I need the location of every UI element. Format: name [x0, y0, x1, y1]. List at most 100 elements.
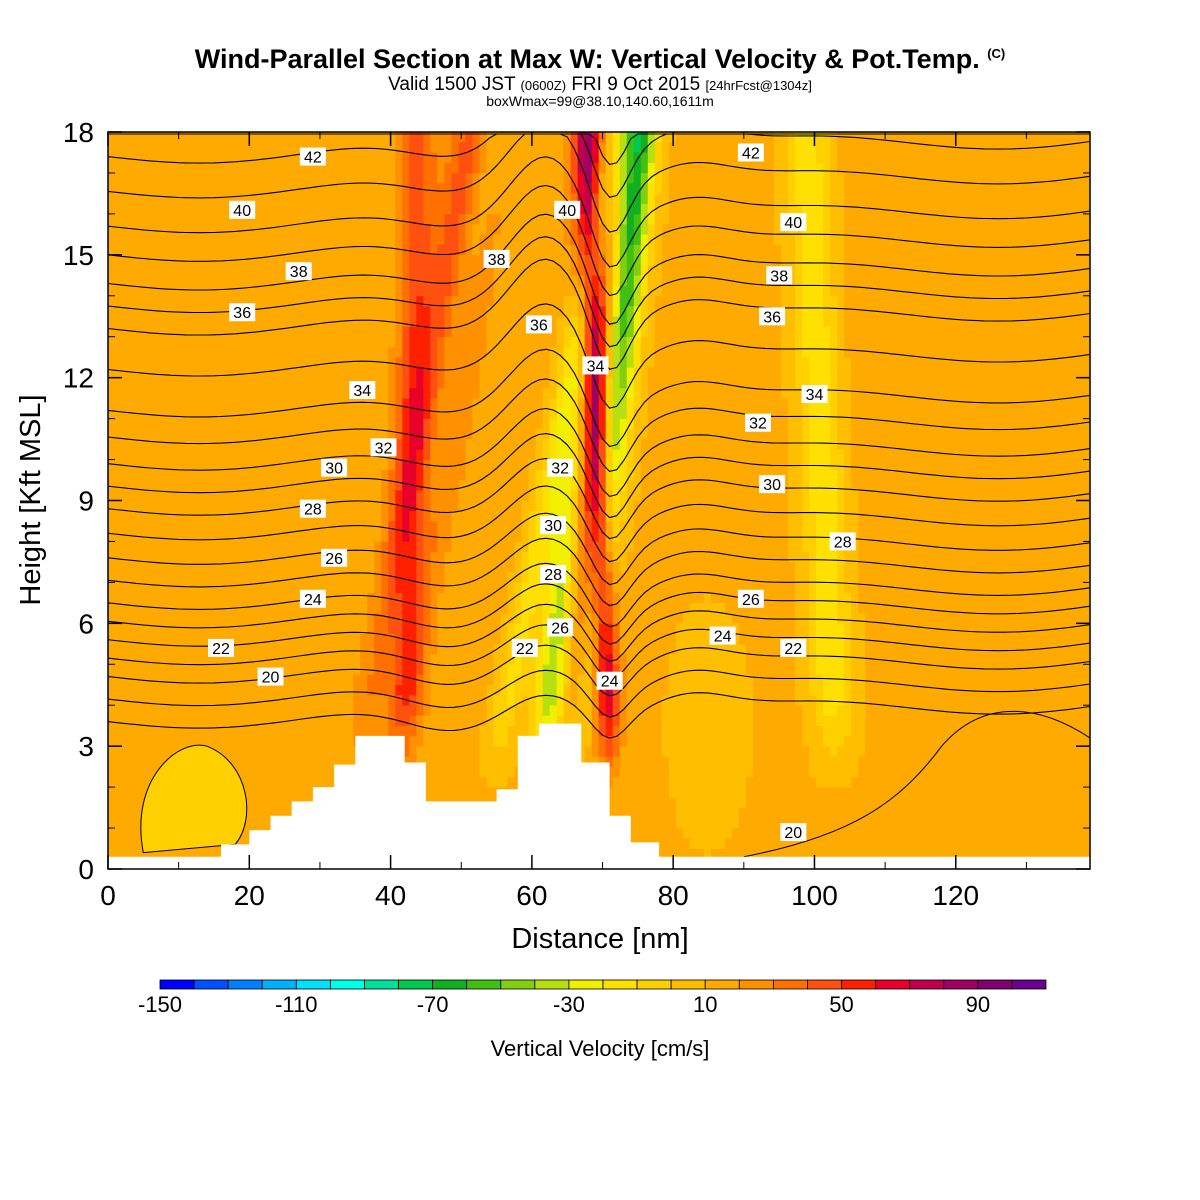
- velocity-cell: [283, 643, 291, 655]
- velocity-cell: [170, 663, 179, 675]
- velocity-cell: [360, 500, 368, 512]
- velocity-cell: [114, 141, 123, 153]
- velocity-cell: [528, 510, 537, 522]
- velocity-cell: [311, 479, 319, 491]
- velocity-cell: [184, 561, 193, 573]
- velocity-cell: [507, 643, 516, 655]
- velocity-cell: [465, 305, 474, 317]
- velocity-cell: [219, 459, 228, 471]
- velocity-cell: [444, 449, 452, 460]
- velocity-cell: [233, 295, 242, 307]
- velocity-cell: [163, 449, 172, 460]
- velocity-cell: [367, 582, 375, 593]
- velocity-cell: [395, 633, 403, 645]
- velocity-cell: [472, 408, 481, 419]
- velocity-cell: [269, 469, 277, 481]
- velocity-cell: [521, 428, 530, 440]
- velocity-cell: [135, 735, 144, 747]
- velocity-cell: [269, 500, 277, 512]
- velocity-cell: [542, 530, 551, 542]
- velocity-cell: [437, 551, 445, 563]
- velocity-cell: [198, 152, 207, 164]
- velocity-cell: [311, 704, 319, 716]
- velocity-cell: [177, 623, 186, 634]
- velocity-cell: [528, 489, 537, 501]
- velocity-cell: [444, 152, 452, 164]
- velocity-cell: [458, 152, 467, 164]
- velocity-cell: [191, 254, 200, 266]
- velocity-cell: [563, 326, 572, 338]
- velocity-cell: [219, 285, 228, 297]
- velocity-cell: [381, 643, 389, 655]
- velocity-cell: [507, 725, 516, 737]
- velocity-cell: [205, 848, 214, 860]
- velocity-cell: [528, 397, 537, 409]
- velocity-cell: [486, 510, 495, 522]
- velocity-cell: [563, 500, 572, 512]
- velocity-cell: [507, 285, 516, 297]
- velocity-cell: [360, 623, 368, 634]
- velocity-cell: [479, 776, 488, 788]
- velocity-cell: [191, 551, 200, 563]
- velocity-cell: [276, 469, 284, 481]
- velocity-cell: [255, 807, 263, 819]
- velocity-cell: [121, 571, 130, 583]
- velocity-cell: [142, 264, 151, 276]
- velocity-cell: [332, 418, 340, 430]
- velocity-cell: [142, 438, 151, 450]
- velocity-cell: [500, 653, 509, 665]
- velocity-cell: [374, 489, 382, 501]
- velocity-cell: [416, 254, 424, 266]
- velocity-cell: [219, 541, 228, 552]
- velocity-cell: [191, 305, 200, 317]
- velocity-cell: [290, 182, 298, 194]
- velocity-cell: [177, 489, 186, 501]
- velocity-cell: [479, 141, 488, 153]
- velocity-cell: [219, 592, 228, 604]
- velocity-cell: [521, 132, 530, 143]
- velocity-cell: [311, 602, 319, 614]
- velocity-cell: [269, 141, 277, 153]
- velocity-cell: [240, 234, 249, 245]
- velocity-cell: [458, 377, 467, 389]
- velocity-cell: [325, 172, 333, 184]
- velocity-cell: [479, 162, 488, 174]
- velocity-cell: [479, 510, 488, 522]
- velocity-cell: [584, 223, 593, 235]
- velocity-cell: [479, 285, 488, 297]
- velocity-cell: [114, 592, 123, 604]
- velocity-cell: [395, 479, 403, 491]
- velocity-cell: [219, 223, 228, 235]
- velocity-cell: [430, 162, 438, 174]
- velocity-cell: [304, 141, 312, 153]
- velocity-cell: [276, 520, 284, 532]
- velocity-cell: [339, 653, 347, 665]
- velocity-cell: [255, 643, 263, 655]
- velocity-cell: [486, 459, 495, 471]
- velocity-cell: [247, 459, 256, 471]
- velocity-cell: [437, 356, 445, 368]
- velocity-cell: [444, 223, 452, 235]
- velocity-cell: [542, 715, 551, 726]
- velocity-cell: [283, 530, 291, 542]
- velocity-cell: [556, 285, 565, 297]
- velocity-cell: [367, 295, 375, 307]
- velocity-cell: [262, 694, 270, 706]
- velocity-cell: [226, 489, 235, 501]
- velocity-cell: [269, 489, 277, 501]
- velocity-cell: [198, 428, 207, 440]
- velocity-cell: [388, 234, 396, 245]
- velocity-cell: [486, 489, 495, 501]
- velocity-cell: [233, 653, 242, 665]
- velocity-cell: [465, 418, 474, 430]
- velocity-cell: [142, 367, 151, 378]
- velocity-cell: [149, 162, 158, 174]
- velocity-cell: [339, 152, 347, 164]
- velocity-cell: [570, 182, 579, 194]
- velocity-cell: [121, 623, 130, 634]
- velocity-cell: [142, 674, 151, 686]
- velocity-cell: [479, 786, 488, 798]
- velocity-cell: [247, 449, 256, 460]
- velocity-cell: [121, 663, 130, 675]
- velocity-cell: [283, 397, 291, 409]
